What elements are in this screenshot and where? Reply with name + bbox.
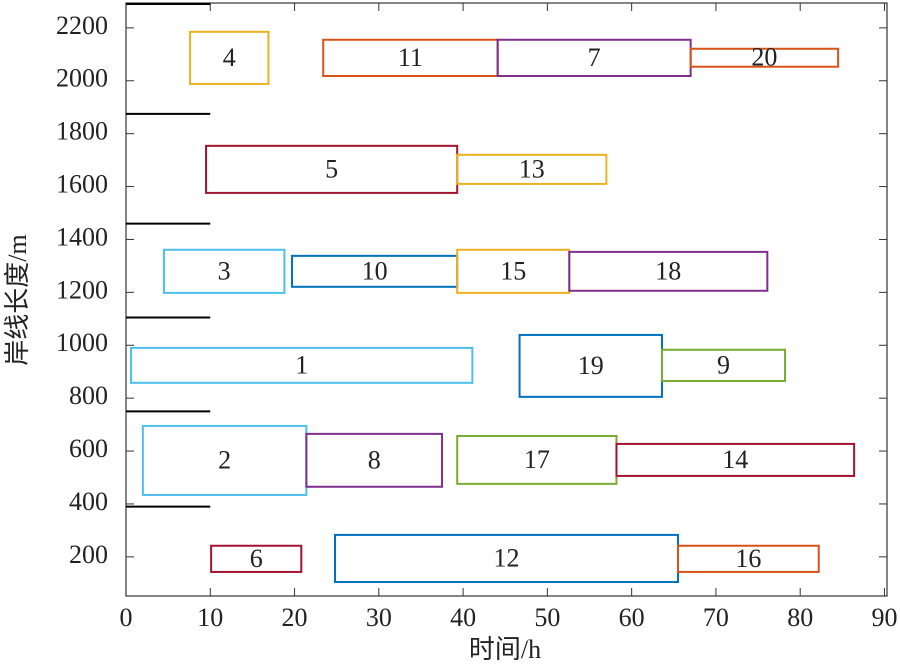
x-tick-label: 40 [450,603,476,632]
y-tick-label: 2000 [56,64,108,93]
task-label: 9 [717,350,730,379]
y-tick-label: 400 [69,487,108,516]
plot-frame [125,2,888,597]
task-label: 10 [362,256,388,285]
task-label: 1 [295,350,308,379]
task-label: 16 [735,544,761,573]
task-label: 5 [325,154,338,183]
x-tick-label: 50 [534,603,560,632]
y-tick-label: 1200 [56,275,108,304]
x-tick-label: 0 [120,603,133,632]
task-label: 3 [218,256,231,285]
x-tick-label: 90 [871,603,897,632]
task-label: 20 [751,43,777,72]
task-label: 11 [398,43,423,72]
task-label: 17 [524,445,550,474]
task-box [456,153,608,185]
task-label: 15 [500,256,526,285]
x-tick-label: 30 [366,603,392,632]
x-tick-label: 60 [619,603,645,632]
y-tick-label: 600 [69,434,108,463]
x-tick-label: 80 [787,603,813,632]
x-tick-label: 20 [282,603,308,632]
x-tick-label: 70 [703,603,729,632]
y-tick-label: 1400 [56,222,108,251]
y-tick-label: 2200 [56,11,108,40]
x-axis-label: 时间/h [469,635,541,664]
task-box [568,250,769,292]
y-tick-label: 800 [69,381,108,410]
task-label: 4 [223,43,236,72]
task-box [189,30,270,85]
task-box [130,346,474,384]
task-label: 19 [578,351,604,380]
task-box [615,442,856,477]
task-label: 8 [368,445,381,474]
task-box [689,47,840,68]
task-label: 12 [494,543,520,572]
task-label: 13 [519,154,545,183]
x-tick-label: 10 [197,603,223,632]
task-label: 2 [218,445,231,474]
task-label: 6 [250,544,263,573]
task-label: 18 [655,256,681,285]
task-box [676,544,820,573]
y-tick-label: 1600 [56,170,108,199]
y-axis-label: 岸线长度/m [3,234,32,365]
task-label: 7 [588,43,601,72]
task-box [210,544,303,573]
task-box [660,348,787,382]
task-box [305,432,444,488]
y-tick-label: 1000 [56,328,108,357]
task-box [162,248,286,294]
y-tick-label: 1800 [56,117,108,146]
y-tick-label: 200 [69,540,108,569]
task-label: 14 [722,445,748,474]
